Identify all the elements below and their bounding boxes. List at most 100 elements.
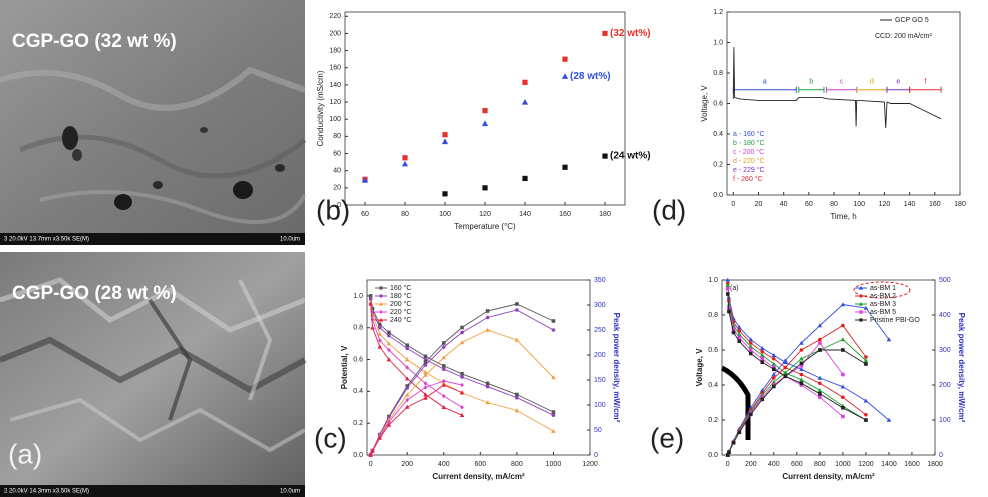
series-line [370, 303, 463, 408]
marker [841, 405, 845, 410]
marker [441, 341, 446, 345]
segment-label: b [809, 79, 813, 86]
y-tick-label: 1.2 [713, 9, 723, 16]
marker [401, 160, 409, 167]
series-line [727, 304, 890, 456]
y2-axis-label: Peak power density, mW/cm² [957, 313, 966, 423]
y-axis-label: Voltage, V [695, 348, 704, 387]
marker [725, 292, 730, 296]
x-tick-label: 40 [780, 201, 788, 208]
y-tick-label: 0.2 [353, 420, 363, 427]
y-tick-label: 0.0 [708, 452, 718, 459]
x-tick-label: 400 [438, 461, 450, 468]
marker [405, 397, 410, 403]
marker [841, 395, 845, 400]
marker [551, 319, 556, 323]
marker [864, 412, 868, 417]
marker [405, 346, 410, 351]
x-tick-label: 0 [369, 461, 373, 468]
marker [886, 337, 892, 342]
marker [772, 367, 776, 372]
y-tick-label: 0.4 [708, 382, 718, 389]
legend-label: as-BM 1 [870, 285, 896, 292]
marker [515, 308, 519, 312]
marker [799, 366, 804, 372]
marker [771, 361, 777, 366]
x-tick-label: 1200 [582, 461, 598, 468]
marker [771, 352, 777, 358]
y-tick-label: 100 [329, 116, 341, 123]
marker [783, 358, 788, 363]
segment-legend: e - 229 °C [733, 166, 765, 174]
panel-label: (b) [316, 194, 350, 225]
y2-tick-label: 100 [939, 417, 951, 424]
marker [727, 450, 731, 454]
y-axis-label: Potential, V [340, 345, 349, 389]
marker [748, 341, 753, 345]
x-tick-label: 80 [401, 211, 409, 218]
x-tick-label: 1400 [881, 461, 897, 468]
marker [423, 381, 428, 386]
marker [402, 155, 408, 161]
image-caption: CGP-GO (28 wt %) [12, 283, 177, 304]
marker [361, 177, 369, 183]
x-tick-label: 160 [559, 211, 571, 218]
marker [404, 404, 410, 409]
marker [485, 400, 490, 405]
marker [840, 384, 846, 389]
marker [370, 448, 375, 453]
marker [515, 302, 519, 306]
marker [760, 360, 765, 365]
marker [460, 382, 464, 388]
y-tick-label: 200 [329, 30, 341, 37]
x-tick-label: 140 [904, 201, 916, 208]
marker [522, 79, 528, 85]
marker [423, 392, 428, 397]
marker [799, 377, 804, 382]
y-tick-label: 220 [329, 13, 341, 20]
panel-label: (d) [652, 194, 686, 225]
marker [441, 355, 447, 360]
y-tick-label: 140 [329, 82, 341, 89]
marker [859, 294, 863, 298]
marker [562, 164, 568, 170]
y-tick-label: 0 [337, 202, 341, 209]
marker [386, 341, 392, 346]
y2-tick-label: 100 [594, 402, 606, 409]
marker [368, 297, 373, 301]
y2-tick-label: 300 [594, 302, 606, 309]
x-axis-label: Current density, mA/cm² [432, 472, 525, 481]
y-axis-label: Conductivity (mS/cm) [316, 70, 325, 146]
marker [368, 452, 373, 457]
legend-label: 200 °C [390, 300, 411, 308]
marker [441, 393, 446, 399]
legend-label: as-BM 5 [870, 309, 896, 316]
marker [771, 379, 777, 384]
x-tick-label: 180 [599, 211, 611, 218]
x-tick-label: 160 [929, 201, 941, 208]
marker [748, 351, 753, 356]
marker [377, 344, 383, 349]
marker [818, 381, 822, 386]
marker [725, 453, 730, 457]
image-info: 2 20.0kV 14.3mm x3.50k SE(M) [4, 489, 89, 495]
marker [485, 384, 490, 389]
marker [760, 395, 765, 400]
marker [377, 325, 382, 330]
marker [441, 378, 446, 384]
x-tick-label: 600 [474, 461, 486, 468]
segment-legend: d - 220 °C [733, 157, 765, 165]
y2-tick-label: 350 [594, 277, 606, 284]
marker [379, 294, 383, 298]
marker [858, 301, 864, 306]
segment-legend: c - 200 °C [733, 148, 764, 156]
marker [481, 120, 489, 127]
segment-legend: f - 260 °C [733, 175, 763, 183]
series-line [370, 380, 463, 456]
marker [771, 372, 777, 377]
marker [863, 305, 869, 310]
y2-axis-label: Peak power density, mW/cm² [612, 313, 621, 423]
marker [737, 335, 742, 340]
y-tick-label: 0.8 [353, 325, 363, 332]
